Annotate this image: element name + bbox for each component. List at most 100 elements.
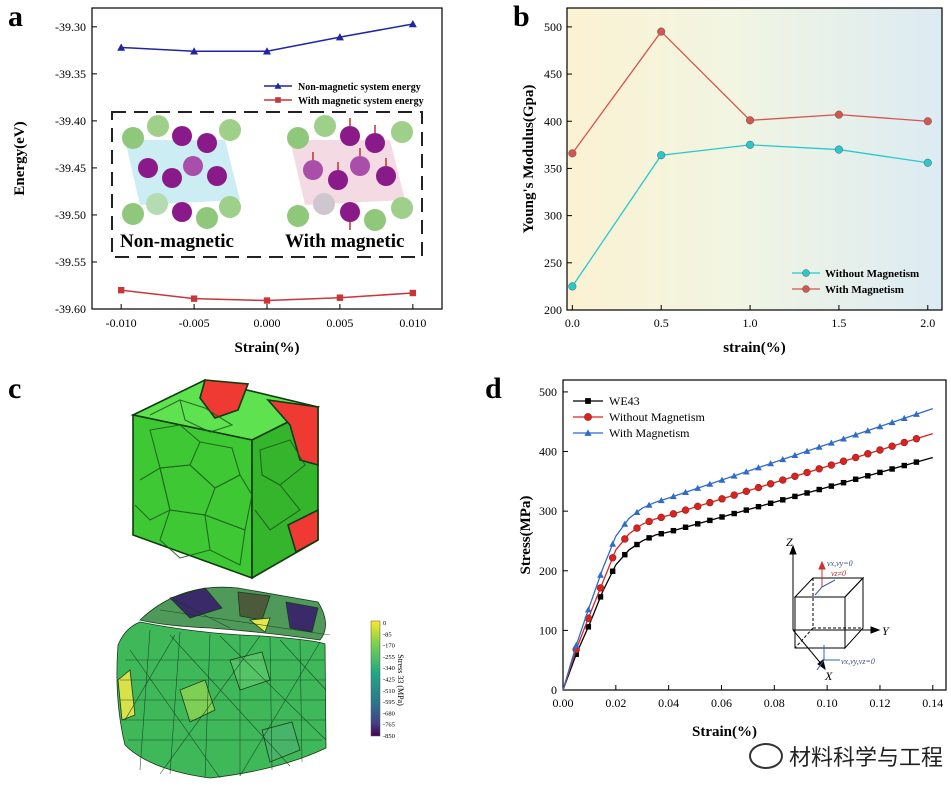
data-point-d-1 [864,450,872,458]
legend-label-b: With Magnetism [825,284,904,296]
panel-label-a: a [8,0,23,33]
panel-b: b 200 250 300 350 400 450 500 0.0 0.5 1.0 1.5 2.0 st… [475,0,951,360]
colorbar-tick-label: -255 [383,654,395,661]
data-point-d-2 [840,435,847,442]
data-point-d-2 [609,540,617,547]
data-point-d-2 [730,472,738,479]
data-point-d-0 [889,466,895,472]
data-point-d-0 [585,624,592,630]
data-point-d-2 [900,414,908,421]
data-point-d-1 [888,442,896,450]
panel-d: d 0 100 200 300 400 500 0.00 0.02 0.04 0.06 0.08 0.… [475,370,951,784]
colorbar-tick-label: 0 [383,620,386,627]
data-point-d-1 [779,476,787,484]
data-point-d-2 [621,520,629,527]
data-point-a-0 [335,33,344,41]
x-tick-label-d: 0.02 [605,696,626,710]
data-point-d-0 [877,469,883,476]
deformed-mesh [116,586,331,779]
panel-a: a -39.30 -39.35 -39.40 -39.45 -39.50 -39.55 -3… [0,0,470,360]
x-tick-label-d: 0.04 [658,696,679,710]
chart-b: 200 250 300 350 400 450 500 0.0 0.5 1.0 1.5 2.0 stra… [521,7,943,356]
data-point-b-1 [923,117,932,126]
data-point-b-0 [657,151,666,160]
data-point-d-2 [572,641,580,649]
data-point-d-2 [755,464,762,471]
data-point-d-1 [706,498,714,507]
legend-marker-d [585,398,591,404]
legend-marker-d [584,429,592,436]
y-axis-title-d: Stress(MPa) [518,496,534,575]
data-point-d-1 [851,453,860,462]
legend-marker-a [274,82,282,89]
data-point-d-1 [633,524,641,532]
watermark: 材料科学与工程 [748,740,943,772]
data-point-a-1 [263,297,271,304]
data-point-d-2 [706,480,714,487]
data-point-d-1 [754,483,763,492]
x-tick-label-a: -0.010 [106,316,137,330]
data-point-d-0 [828,483,835,489]
legend-marker-d [584,413,592,421]
data-point-d-2 [767,460,775,467]
series-line-a-0 [121,23,413,53]
data-point-d-0 [743,507,750,513]
nonmagnetic-structure [122,115,241,229]
axis-y-label: Y [882,624,890,638]
data-point-d-1 [791,472,799,480]
data-point-d-2 [852,431,860,438]
data-point-d-0 [646,535,652,541]
legend-marker-a [275,97,281,103]
y-tick-label-b: 400 [544,114,562,128]
data-point-d-2 [657,496,665,504]
y-tick-label-b: 500 [544,20,562,34]
legend-label-d: Without Magnetism [609,410,706,424]
x-tick-label-b: 0.0 [565,316,580,330]
data-point-a-0 [190,47,199,55]
data-point-d-1 [621,535,629,543]
data-point-d-0 [913,459,920,465]
panel-label-c: c [8,372,22,405]
data-point-b-1 [746,116,755,125]
x-tick-label-d: 0.14 [922,696,943,710]
colorbar-title: Stress 33 (MPa) [396,654,405,706]
colorbar-tick-label: -510 [383,688,395,695]
data-point-d-1 [803,468,811,477]
x-axis-title-a: Strain(%) [235,340,300,356]
plot-frame-d [562,379,947,691]
data-point-a-1 [409,289,417,297]
data-point-d-0 [731,510,737,517]
legend-marker-b [802,269,810,277]
data-point-d-2 [633,508,641,515]
data-point-b-0 [746,140,755,149]
y-tick-label-d: 500 [539,385,557,399]
data-point-b-1 [568,149,577,158]
data-point-d-2 [888,418,896,426]
inset-label-magnetic: With magnetic [285,231,404,252]
y-tick-label-a: -39.30 [55,20,86,34]
y-tick-label-a: -39.55 [55,255,86,269]
y-tick-label-b: 450 [544,67,562,81]
data-point-d-0 [597,594,604,600]
y-tick-label-a: -39.50 [55,208,86,222]
colorbar-tick-label: -425 [383,677,395,684]
data-point-d-2 [913,410,920,417]
legend-label-a: Non-magnetic system energy [298,82,421,93]
bc-bottom-label: vx,vy,vz=0 [841,657,875,666]
data-point-d-2 [645,501,653,508]
data-point-d-1 [766,480,775,488]
colorbar-tick-label: -340 [383,665,395,672]
y-tick-label-a: -39.45 [55,161,86,175]
x-tick-label-a: 0.005 [326,316,353,330]
legend-label-d: With Magnetism [609,426,690,440]
x-tick-label-a: -0.005 [179,316,210,330]
grain-cube [130,379,321,580]
x-tick-label-b: 1.5 [831,316,846,330]
x-tick-label-d: 0.06 [711,696,732,710]
data-point-d-0 [816,486,822,493]
wechat-icon [748,743,783,769]
data-point-a-1 [117,286,125,294]
y-tick-label-b: 350 [544,161,562,175]
y-tick-label-b: 300 [544,209,562,223]
data-point-d-0 [804,490,810,496]
